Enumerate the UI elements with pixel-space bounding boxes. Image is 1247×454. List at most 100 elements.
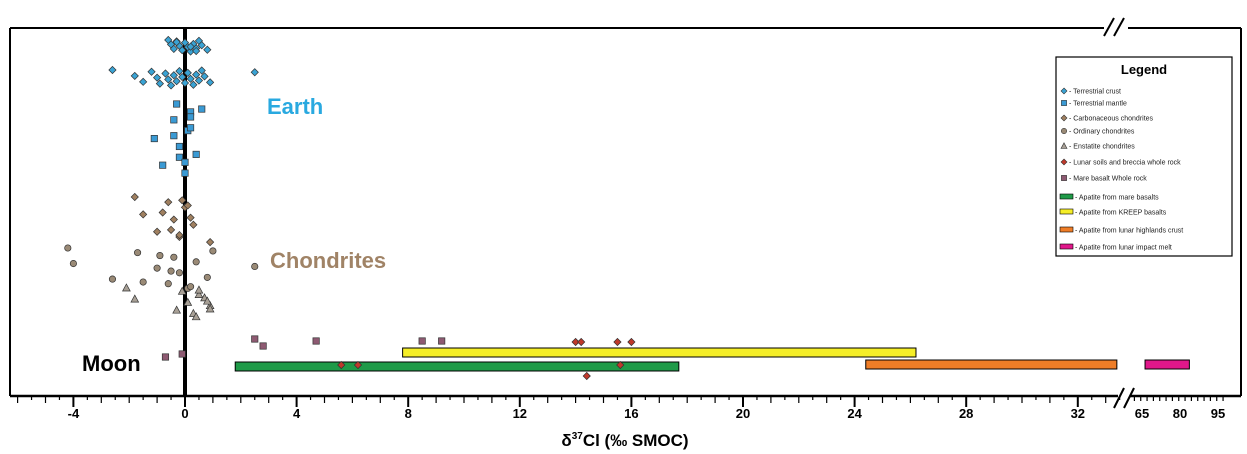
terrestrial-mantle-point <box>175 142 183 151</box>
legend-marker <box>1060 158 1068 166</box>
x-tick-label: 8 <box>405 406 412 421</box>
earth-label: Earth <box>267 94 323 119</box>
x-tick-label: 20 <box>736 406 750 421</box>
x-tick-label: 32 <box>1071 406 1085 421</box>
legend-swatch <box>1059 208 1074 215</box>
terrestrial-mantle-point <box>175 153 183 161</box>
ordinary-point <box>156 252 164 260</box>
legend-item-label: - Carbonaceous chondrites <box>1069 116 1154 123</box>
legend-box <box>1055 56 1233 257</box>
carbonaceous-point <box>186 213 195 222</box>
legend-marker <box>1060 114 1068 122</box>
terrestrial-crust-point <box>147 67 156 76</box>
terrestrial-crust-point <box>192 46 201 56</box>
ordinary-point <box>203 273 211 281</box>
terrestrial-crust-point <box>200 72 209 81</box>
terrestrial-crust-point <box>164 75 173 84</box>
chondrites-label: Chondrites <box>270 248 386 273</box>
x-tick-label: -4 <box>68 406 80 421</box>
carbonaceous-point <box>164 198 173 207</box>
terrestrial-crust-point <box>178 72 187 82</box>
carbonaceous-point <box>206 238 215 247</box>
terrestrial-mantle-point <box>173 100 181 108</box>
enstatite-point <box>194 285 204 294</box>
ordinary-point <box>134 249 142 257</box>
legend-marker <box>1061 128 1068 135</box>
terrestrial-mantle-point <box>187 113 195 121</box>
legend-item-label: - Apatite from mare basalts <box>1075 195 1159 202</box>
enstatite-point <box>202 296 212 305</box>
mare-basalt-point <box>438 337 446 345</box>
x-axis-label-sup: 37 <box>572 431 584 442</box>
mare-basalt-point <box>312 337 320 345</box>
terrestrial-crust-point <box>180 78 190 88</box>
carbonaceous-point <box>139 210 148 219</box>
terrestrial-crust-point <box>194 76 204 85</box>
terrestrial-crust-point <box>183 68 192 77</box>
legend-marker <box>1061 100 1067 106</box>
terrestrial-crust-point <box>169 44 178 53</box>
lunar-soils-point <box>337 360 346 370</box>
terrestrial-crust-point <box>130 71 139 81</box>
legend-swatch <box>1059 243 1074 250</box>
ordinary-point <box>139 278 147 286</box>
mare-basalt-point <box>161 353 170 361</box>
x-tick-label: 95 <box>1211 406 1225 421</box>
enstatite-point <box>177 286 187 295</box>
carbonaceous-point <box>183 201 192 210</box>
carbonaceous-point <box>166 225 176 234</box>
legend-item-label: - Apatite from KREEP basalts <box>1075 210 1167 217</box>
legend-item-label: - Terrestrial mantle <box>1069 101 1127 108</box>
kreep-apatite-bar <box>402 347 917 358</box>
carbonaceous-point <box>158 208 167 217</box>
impact-apatite-bar <box>1144 359 1190 370</box>
legend-item-label: - Ordinary chondrites <box>1069 129 1135 136</box>
ordinary-point <box>108 275 117 283</box>
terrestrial-crust-point <box>178 46 187 55</box>
moon-label: Moon <box>82 351 141 376</box>
enstatite-point <box>183 297 193 306</box>
lunar-soils-point <box>582 371 591 381</box>
x-tick-label: 12 <box>513 406 527 421</box>
legend-item-label: - Enstatite chondrites <box>1069 144 1135 151</box>
mare-apatite-bar <box>234 361 680 372</box>
carbonaceous-point <box>175 230 184 240</box>
legend-marker <box>1060 142 1068 149</box>
terrestrial-crust-point <box>166 81 176 90</box>
terrestrial-crust-point <box>206 78 215 87</box>
legend-item-label: - Mare basalt Whole rock <box>1069 176 1147 183</box>
terrestrial-mantle-point <box>181 169 189 177</box>
x-tick-label: 4 <box>293 406 301 421</box>
legend-swatch <box>1059 226 1074 233</box>
terrestrial-crust-point <box>186 42 195 51</box>
ordinary-point <box>167 267 175 275</box>
lunar-soils-point <box>613 337 622 347</box>
terrestrial-mantle-point <box>159 161 167 169</box>
terrestrial-crust-point <box>153 73 162 82</box>
apatite-ranges <box>234 347 1190 372</box>
terrestrial-mantle-point <box>192 150 200 158</box>
lunar-soils-point <box>353 360 363 370</box>
legend-item-label: - Terrestrial crust <box>1069 89 1121 96</box>
legend-swatch <box>1059 193 1074 200</box>
highlands-apatite-bar <box>865 359 1118 370</box>
x-axis-label: δ37Cl (‰ SMOC) <box>561 431 688 450</box>
ordinary-point <box>170 253 178 261</box>
carbonaceous-point <box>130 192 139 202</box>
legend-item-label: - Lunar soils and breccia whole rock <box>1069 160 1181 167</box>
terrestrial-mantle-point <box>150 135 158 143</box>
x-tick-label: 0 <box>181 406 188 421</box>
x-tick-label: 28 <box>959 406 973 421</box>
x-axis-label-delta: δ <box>561 431 571 450</box>
ordinary-point <box>69 259 77 268</box>
x-axis-ticks: -4 0 4 8 12 16 20 24 28 32 65 80 95 <box>17 396 1225 421</box>
enstatite-point <box>205 304 215 313</box>
terrestrial-crust-point <box>250 68 259 77</box>
ordinary-point <box>153 264 161 272</box>
terrestrial-crust-point <box>155 79 164 88</box>
x-tick-label: 24 <box>847 406 862 421</box>
terrestrial-crust-point <box>161 69 170 78</box>
lunar-soils-point <box>627 337 636 347</box>
terrestrial-crust-point <box>172 77 181 86</box>
ordinary-point <box>209 247 217 255</box>
